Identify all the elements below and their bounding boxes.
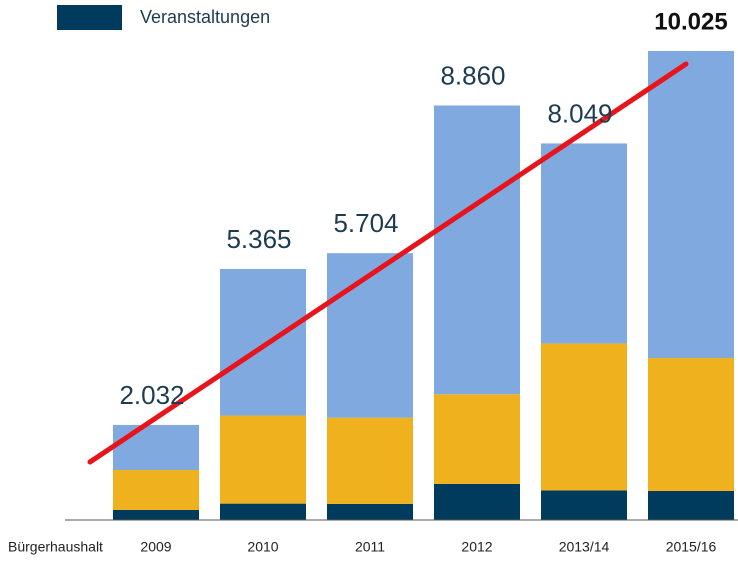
axis-label: Bürgerhaushalt [8,539,103,555]
bar-segment [541,490,627,520]
bar-segment [113,469,199,510]
x-tick-label: 2010 [247,539,278,555]
bar-segment [113,509,199,520]
total-label: 10.025 [654,8,727,35]
total-label: 5.365 [226,224,291,254]
trend-line [87,61,689,465]
legend-swatch [57,5,122,30]
legend-label: Veranstaltungen [140,7,270,27]
bar-segment [113,424,199,470]
bar-segment [434,394,520,484]
total-label: 8.049 [547,98,612,128]
bar-segment [220,503,306,520]
total-label: 2.032 [119,380,184,410]
x-tick-label: 2012 [461,539,492,555]
bar-segment [327,503,413,520]
x-tick-label: 2015/16 [666,539,717,555]
x-tick-label: 2009 [140,539,171,555]
bar-segment [648,490,734,520]
total-label: 8.860 [440,60,505,90]
bar-segment [327,253,413,418]
bar-segment [541,143,627,344]
bar-segment [648,357,734,491]
total-label: 5.704 [333,208,398,238]
x-tick-label: 2011 [355,539,385,555]
bar-segment [327,417,413,504]
bars [113,51,734,520]
x-tick-label: 2013/14 [559,539,610,555]
bar-segment [220,269,306,416]
bar-segment [648,51,734,358]
bar-segment [434,105,520,395]
bar-segment [541,343,627,491]
bar-segment [220,415,306,504]
bar-segment [434,483,520,520]
